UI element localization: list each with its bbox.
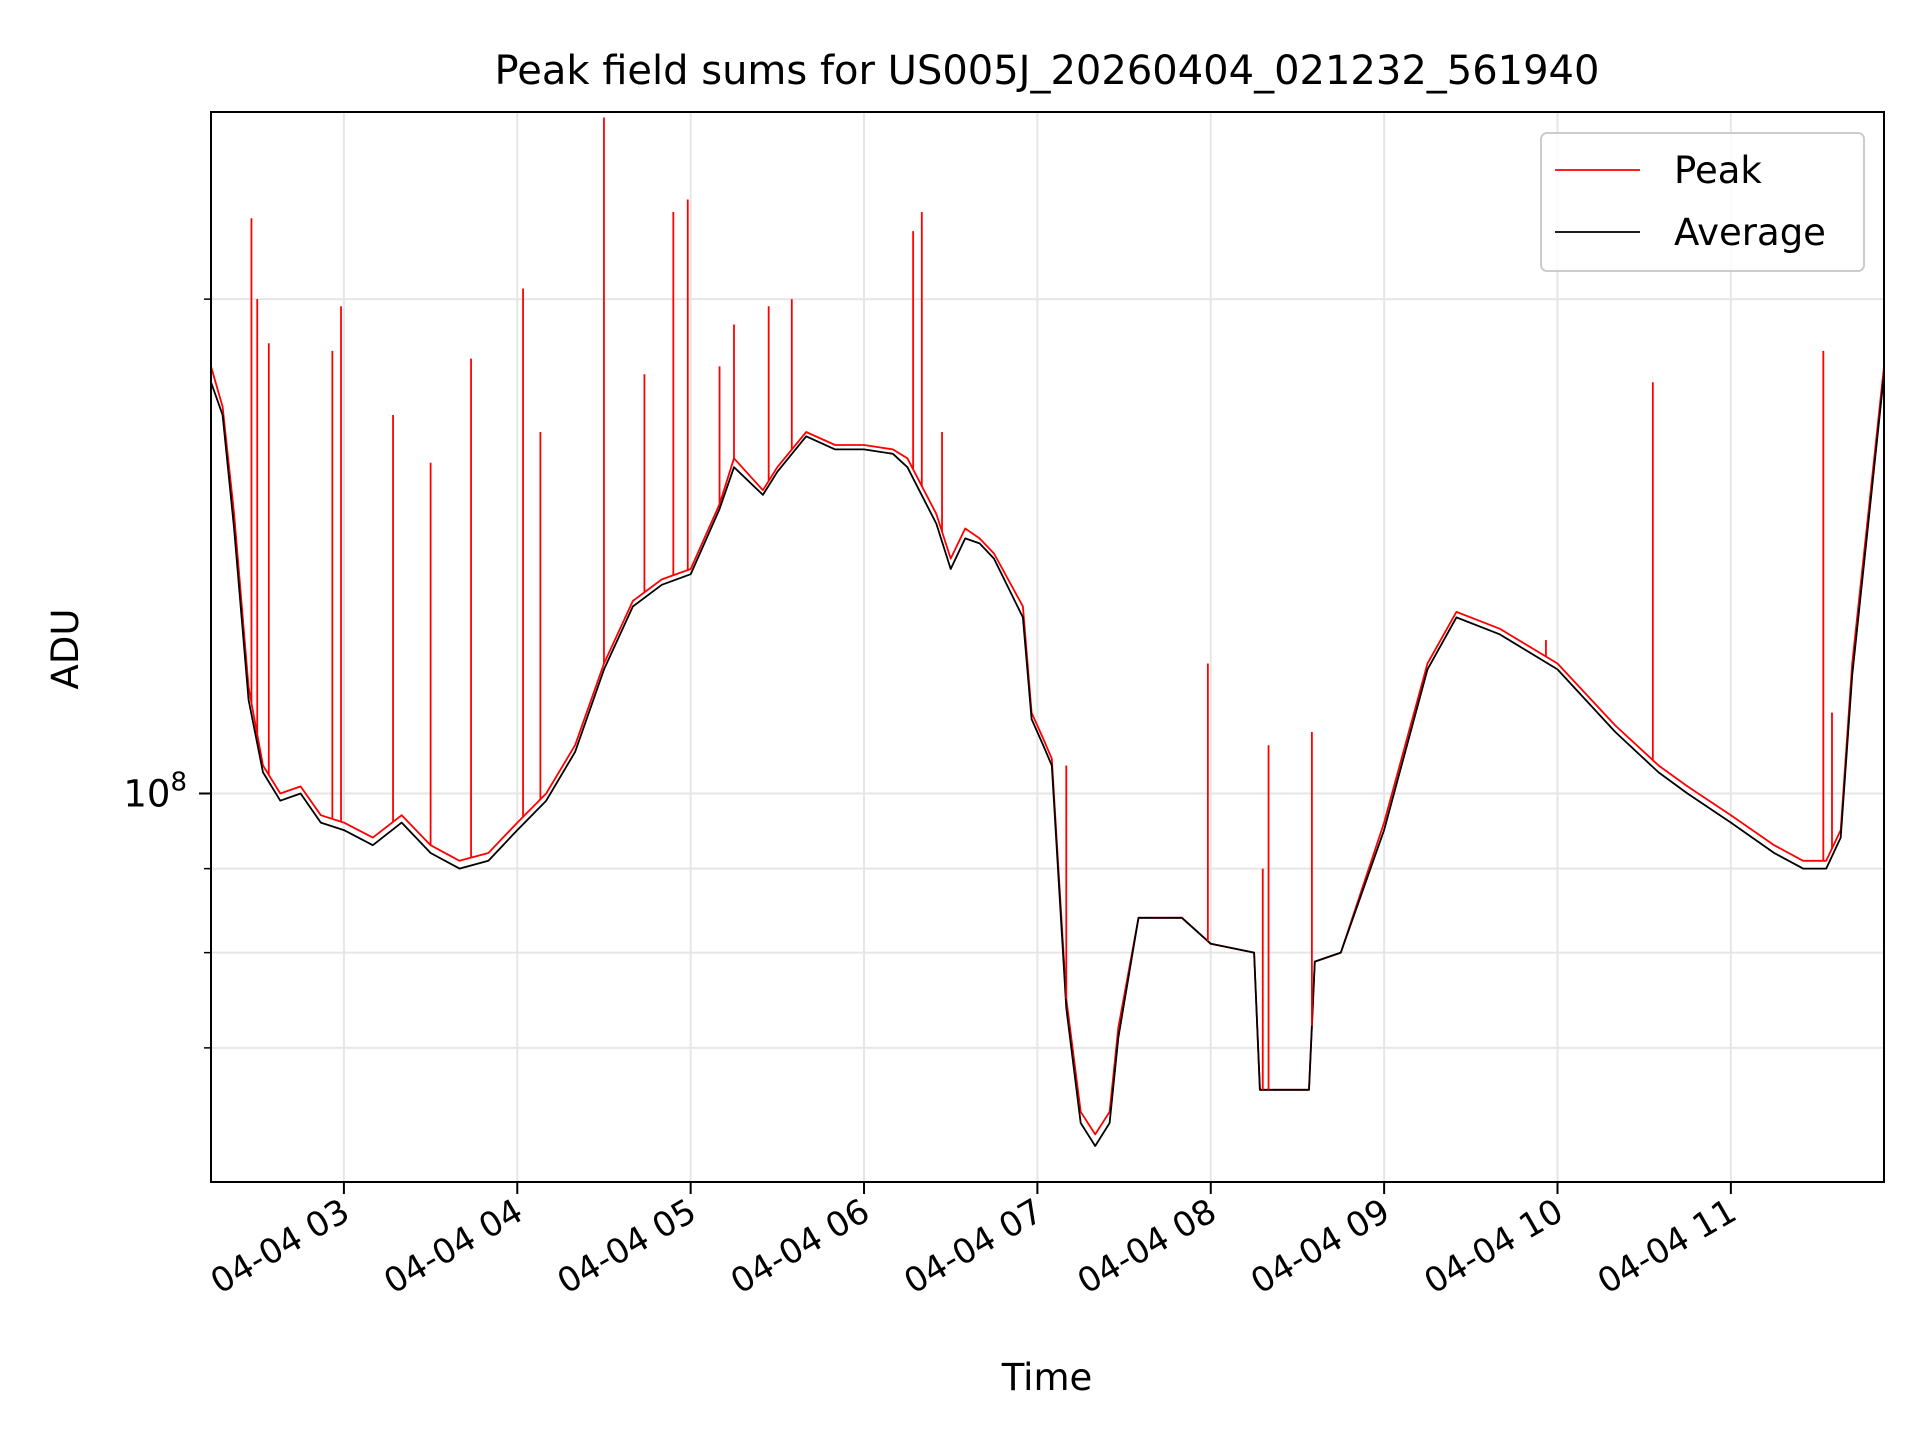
y-tick-label-base: 10 xyxy=(123,772,170,815)
plot-series xyxy=(210,117,1885,1147)
chart-title: Peak field sums for US005J_20260404_0212… xyxy=(495,48,1600,94)
y-tick-label: 108 xyxy=(123,767,187,815)
y-axis-label: ADU xyxy=(44,609,87,690)
series-line-peak xyxy=(210,366,1885,1136)
x-axis-label: Time xyxy=(1001,1356,1093,1399)
plot-area-frame xyxy=(210,111,1885,1183)
grid xyxy=(211,112,1884,1182)
legend-label-peak: Peak xyxy=(1674,149,1762,192)
legend-box xyxy=(1540,132,1865,272)
legend-label-average: Average xyxy=(1674,211,1826,254)
series-line-average xyxy=(210,374,1885,1147)
y-tick-label-exponent: 8 xyxy=(170,767,187,797)
legend: Peak Average xyxy=(1540,132,1865,272)
